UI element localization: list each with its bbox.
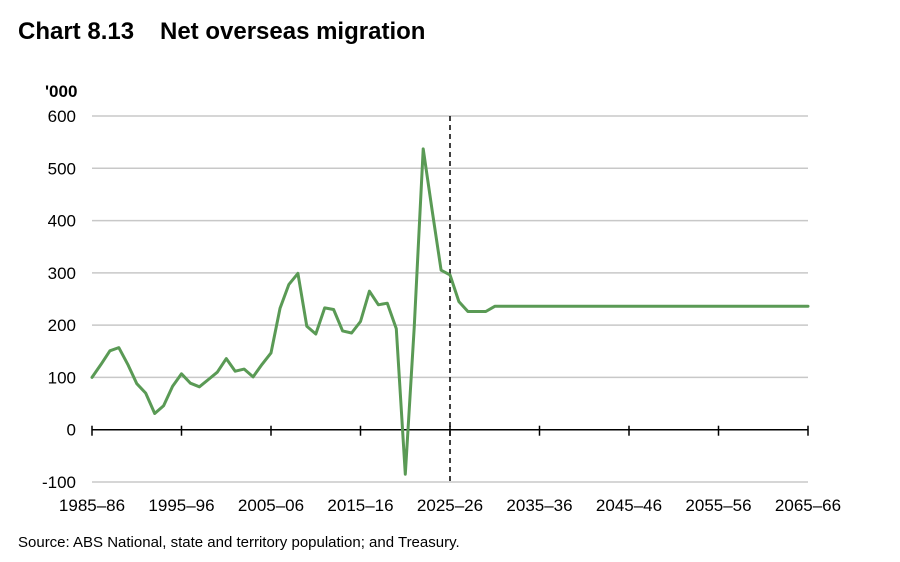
x-tick-label-1985: 1985–86 <box>59 496 125 515</box>
x-tick-label-2065: 2065–66 <box>775 496 841 515</box>
y-tick-label-0: 0 <box>67 421 76 440</box>
x-tick-label-2005: 2005–06 <box>238 496 304 515</box>
y-tick-label-300: 300 <box>48 264 76 283</box>
x-tick-label-2055: 2055–56 <box>685 496 751 515</box>
x-tick-label-2015: 2015–16 <box>327 496 393 515</box>
chart-title-text: Net overseas migration <box>160 18 426 45</box>
x-tick-label-1995: 1995–96 <box>148 496 214 515</box>
x-tick-label-2045: 2045–46 <box>596 496 662 515</box>
chart-number: Chart 8.13 <box>18 18 135 45</box>
source-note: Source: ABS National, state and territor… <box>18 534 460 551</box>
series-marks <box>90 147 810 476</box>
chart-title: Chart 8.13 Net overseas migration <box>18 18 425 46</box>
y-tick-label--100: -100 <box>42 473 76 492</box>
y-tick-label-500: 500 <box>48 159 76 178</box>
y-tick-label-100: 100 <box>48 368 76 387</box>
y-tick-label-400: 400 <box>48 212 76 231</box>
y-axis-unit-label: '000 <box>45 82 77 101</box>
series-line-0 <box>90 147 810 476</box>
axes <box>91 116 809 482</box>
x-tick-label-2035: 2035–36 <box>506 496 572 515</box>
y-tick-label-600: 600 <box>48 107 76 126</box>
x-tick-label-2025: 2025–26 <box>417 496 483 515</box>
tick-labels: -100 0 100 200 300 400 500 600 1985–86 1995–96 200… <box>42 107 841 515</box>
y-tick-label-200: 200 <box>48 316 76 335</box>
